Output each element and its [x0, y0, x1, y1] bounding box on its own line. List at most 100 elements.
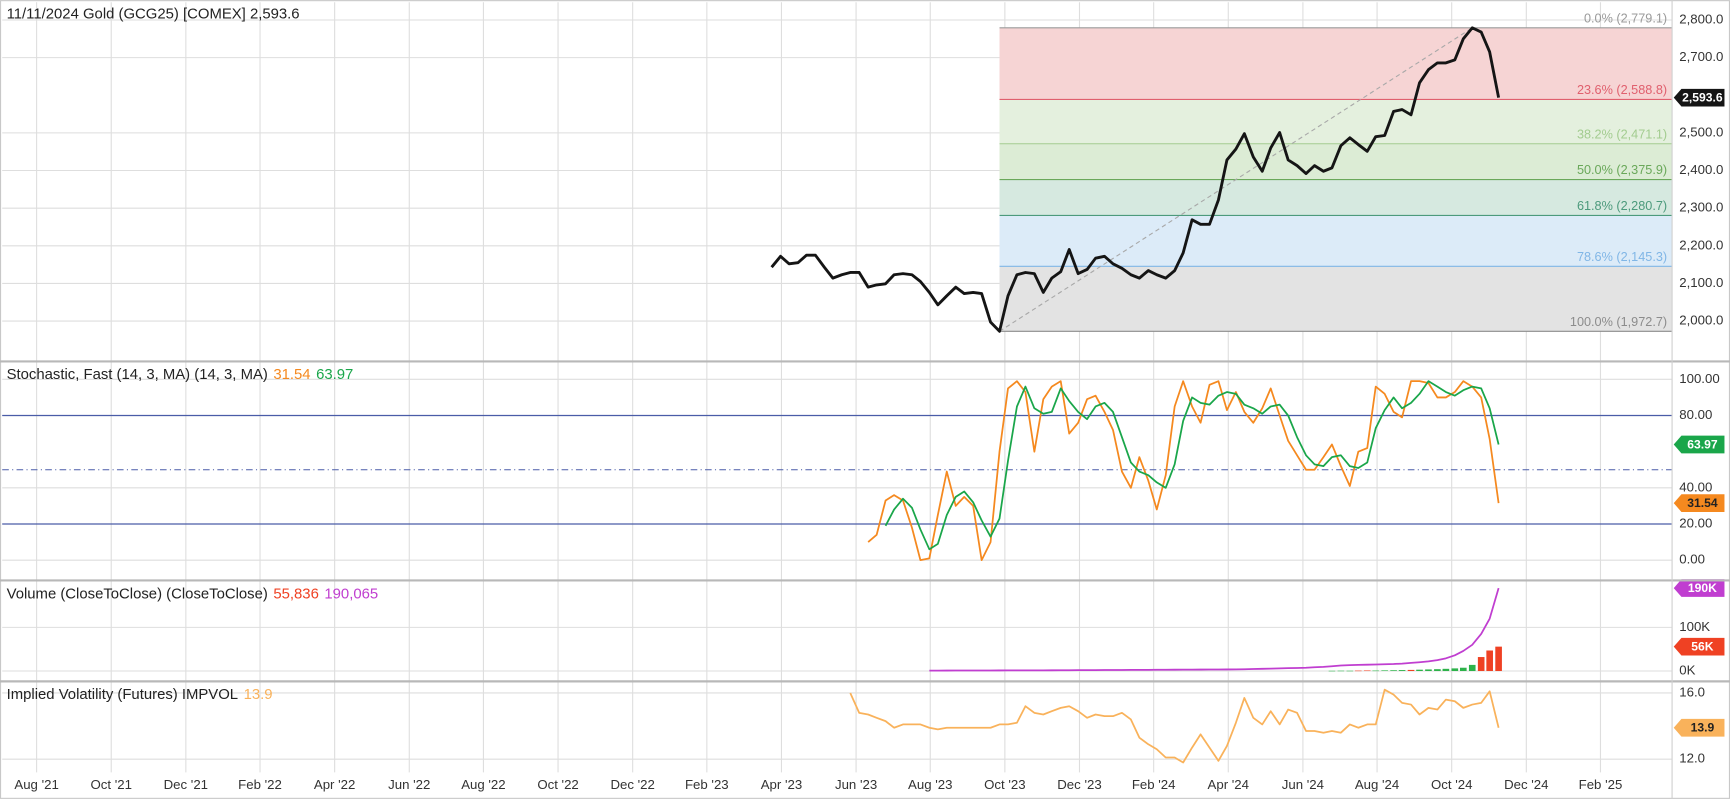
- volume-bar: [1442, 668, 1450, 672]
- volume-bar: [1486, 650, 1493, 672]
- y-tick-label: 2,300.0: [1679, 200, 1723, 215]
- x-tick-label: Feb '23: [685, 777, 729, 792]
- x-tick-label: Apr '22: [314, 777, 355, 792]
- panel-title: Volume (CloseToClose) (CloseToClose): [7, 587, 268, 603]
- value-badge-label: 31.54: [1687, 496, 1718, 510]
- y-tick-label: 0.00: [1679, 552, 1705, 567]
- y-tick-label: 20.00: [1679, 515, 1712, 530]
- x-tick-label: Apr '24: [1208, 777, 1249, 792]
- fib-level-label: 50.0% (2,375.9): [1577, 163, 1667, 177]
- volume-bar: [1416, 669, 1423, 672]
- volume-bar: [1459, 667, 1467, 672]
- fib-level-label: 78.6% (2,145.3): [1577, 250, 1667, 264]
- x-tick-label: Aug '21: [14, 777, 58, 792]
- volume-bar: [1434, 669, 1441, 672]
- x-tick-label: Oct '21: [90, 777, 131, 792]
- y-tick-label: 2,500.0: [1679, 124, 1723, 139]
- volume-bar: [1407, 669, 1415, 672]
- x-tick-label: Dec '23: [1057, 777, 1101, 792]
- volume-bar: [1425, 669, 1432, 672]
- y-tick-label: 16.0: [1679, 684, 1705, 699]
- volume-bar: [1398, 670, 1406, 672]
- y-tick-label: 2,100.0: [1679, 275, 1723, 290]
- x-tick-label: Oct '23: [984, 777, 1025, 792]
- panel-title: Stochastic, Fast (14, 3, MA) (14, 3, MA): [7, 367, 268, 383]
- fib-zone: [999, 99, 1672, 144]
- x-tick-label: Oct '24: [1431, 777, 1472, 792]
- fib-level-label: 23.6% (2,588.8): [1577, 83, 1667, 97]
- value-badge-label: 190K: [1688, 581, 1717, 595]
- y-tick-label: 12.0: [1679, 751, 1705, 766]
- series-line: [884, 380, 1500, 551]
- volume-bar: [1328, 670, 1336, 672]
- x-tick-label: Aug '23: [908, 777, 952, 792]
- x-tick-label: Aug '24: [1355, 777, 1399, 792]
- fib-level-label: 100.0% (1,972.7): [1570, 315, 1667, 329]
- x-tick-label: Oct '22: [537, 777, 578, 792]
- series-line: [929, 587, 1500, 672]
- value-badge-label: 2,593.6: [1682, 90, 1723, 104]
- volume-bar: [1495, 646, 1502, 672]
- volume-bar: [1363, 670, 1371, 672]
- x-tick-label: Feb '24: [1132, 777, 1176, 792]
- x-tick-label: Jun '23: [835, 777, 877, 792]
- y-tick-label: 100.00: [1679, 371, 1719, 386]
- y-tick-label: 2,200.0: [1679, 237, 1723, 252]
- y-tick-label: 2,400.0: [1679, 162, 1723, 177]
- value-badge-label: 13.9: [1691, 720, 1715, 734]
- panel-readout: 13.9: [244, 687, 273, 703]
- value-badge: [1673, 718, 1725, 737]
- x-tick-label: Feb '22: [238, 777, 282, 792]
- series-line: [770, 26, 1501, 333]
- volume-bar: [1372, 670, 1380, 672]
- panel-readout: 55,836: [273, 587, 319, 603]
- volume-bar: [1451, 668, 1459, 672]
- fib-zone: [999, 27, 1672, 100]
- panel-title: 11/11/2024 Gold (GCG25) [COMEX] 2,593.6: [7, 6, 300, 22]
- y-tick-label: 80.00: [1679, 407, 1712, 422]
- x-tick-label: Dec '22: [610, 777, 654, 792]
- x-tick-label: Aug '22: [461, 777, 505, 792]
- y-tick-label: 100K: [1679, 619, 1710, 634]
- volume-bar: [1477, 657, 1485, 672]
- fib-level-label: 38.2% (2,471.1): [1577, 127, 1667, 141]
- y-tick-label: 2,700.0: [1679, 49, 1723, 64]
- fib-zone: [999, 266, 1672, 332]
- y-tick-label: 0K: [1679, 663, 1695, 678]
- value-badge: [1673, 494, 1725, 512]
- volume-bar: [1354, 670, 1362, 672]
- volume-bar: [1381, 670, 1388, 672]
- volume-bar: [1468, 664, 1476, 672]
- x-tick-label: Jun '22: [388, 777, 430, 792]
- fib-trend-line: [999, 27, 1473, 332]
- y-tick-label: 2,800.0: [1679, 11, 1723, 26]
- fib-level-label: 0.0% (2,779.1): [1584, 11, 1667, 25]
- value-badge: [1673, 579, 1725, 597]
- fib-zone: [999, 179, 1672, 216]
- panel-title: Implied Volatility (Futures) IMPVOL: [7, 687, 238, 703]
- value-badge: [1673, 637, 1725, 656]
- x-tick-label: Feb '25: [1579, 777, 1623, 792]
- y-tick-label: 2,000.0: [1679, 313, 1723, 328]
- x-tick-label: Dec '24: [1504, 777, 1548, 792]
- value-badge: [1673, 88, 1725, 107]
- x-tick-label: Jun '24: [1282, 777, 1324, 792]
- panel-readout: 190,065: [324, 587, 378, 603]
- volume-bar: [1337, 670, 1345, 672]
- series-line: [867, 380, 1500, 562]
- fib-level-label: 61.8% (2,280.7): [1577, 199, 1667, 213]
- x-tick-label: Dec '21: [164, 777, 208, 792]
- panel-readout: 31.54: [273, 367, 310, 383]
- value-badge: [1673, 435, 1725, 454]
- volume-bar: [1390, 670, 1397, 672]
- volume-bar: [1346, 670, 1354, 672]
- series-line: [849, 688, 1500, 764]
- value-badge-label: 63.97: [1687, 437, 1718, 451]
- value-badge-label: 56K: [1691, 639, 1713, 653]
- panel-readout: 63.97: [316, 367, 353, 383]
- y-tick-label: 40.00: [1679, 479, 1712, 494]
- x-tick-label: Apr '23: [761, 777, 802, 792]
